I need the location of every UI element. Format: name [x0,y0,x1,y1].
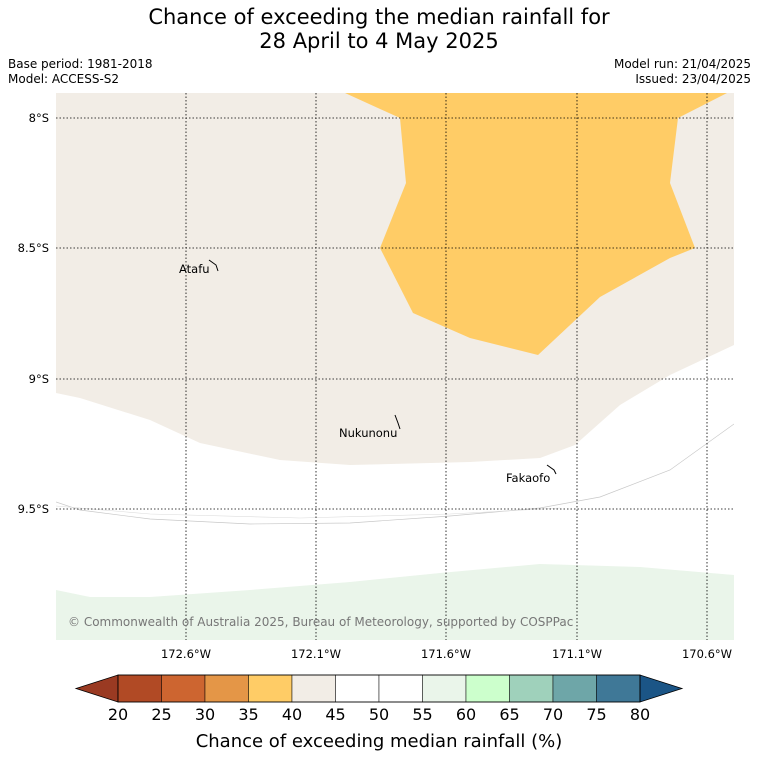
colorbar-label: Chance of exceeding median rainfall (%) [196,731,563,752]
colorbar-segment [335,674,380,703]
band-55-60 [56,564,734,640]
issued-date: Issued: 23/04/2025 [635,72,751,86]
lon-labels: 172.6°W 172.1°W 171.6°W 171.1°W 170.6°W [161,647,732,661]
place-fakaofo: Fakaofo [506,471,550,485]
meta-left: Base period: 1981-2018 Model: ACCESS-S2 [8,57,153,87]
colorbar-segment [248,674,293,703]
colorbar-tick-label: 20 [108,705,128,724]
colorbar-segment [204,674,249,703]
colorbar-extend-high [639,674,684,703]
colorbar-segment [378,674,423,703]
base-period: Base period: 1981-2018 [8,57,153,71]
lon-label-171-6w: 171.6°W [421,647,471,661]
model-name: Model: ACCESS-S2 [8,72,120,86]
title-line-1: Chance of exceeding the median rainfall … [148,5,610,29]
colorbar-tick-label: 35 [238,705,258,724]
title-line-2: 28 April to 4 May 2025 [259,29,499,53]
lat-label-8s: 8°S [29,111,49,125]
colorbar-segment [552,674,597,703]
colorbar-tick-label: 65 [499,705,519,724]
colorbar-tick-label: 55 [412,705,432,724]
graticule [56,93,734,640]
colorbar-tick-label: 80 [630,705,650,724]
colorbar-tick-label: 25 [151,705,171,724]
lon-label-172-1w: 172.1°W [291,647,341,661]
colorbar-extend-low [74,674,119,703]
colorbar-segment [161,674,206,703]
fakaofo-coastline [546,464,557,475]
map-title: Chance of exceeding the median rainfall … [0,5,758,53]
place-nukunonu: Nukunonu [339,426,397,440]
lat-label-8-5s: 8.5°S [18,241,49,255]
colorbar-segment [117,674,162,703]
lat-label-9s: 9°S [29,372,49,386]
map-plot-area: Atafu Nukunonu Fakaofo © Commonwealth of… [56,93,734,640]
atafu-coastline [208,259,219,272]
place-atafu: Atafu [179,262,210,276]
copyright-text: © Commonwealth of Australia 2025, Bureau… [68,615,573,629]
lon-label-171-1w: 171.1°W [552,647,602,661]
colorbar-tick-label: 70 [543,705,563,724]
colorbar: 20 25 30 35 40 45 50 55 60 65 70 75 80 Chance of exce… [74,674,684,752]
colorbar-tick-label: 75 [586,705,606,724]
lat-labels: 8°S 8.5°S 9°S 9.5°S [18,111,49,516]
colorbar-segment [422,674,467,703]
colorbar-segment [509,674,554,703]
colorbar-tick-label: 50 [369,705,389,724]
colorbar-tick-label: 30 [195,705,215,724]
lon-label-170-6w: 170.6°W [682,647,732,661]
colorbar-tick-label: 60 [456,705,476,724]
nukunonu-coastline [394,414,401,430]
model-run: Model run: 21/04/2025 [613,57,751,71]
meta-right: Model run: 21/04/2025 Issued: 23/04/2025 [614,57,751,87]
colorbar-segment [465,674,510,703]
colorbar-segment [291,674,336,703]
lat-label-9-5s: 9.5°S [18,502,49,516]
colorbar-tick-label: 45 [325,705,345,724]
contour-line-2 [56,505,561,519]
colorbar-outline [117,674,641,703]
lon-label-172-6w: 172.6°W [161,647,211,661]
contour-line-1 [56,423,734,525]
colorbar-segment [596,674,641,703]
band-35-40 [345,93,727,355]
colorbar-tick-label: 40 [282,705,302,724]
